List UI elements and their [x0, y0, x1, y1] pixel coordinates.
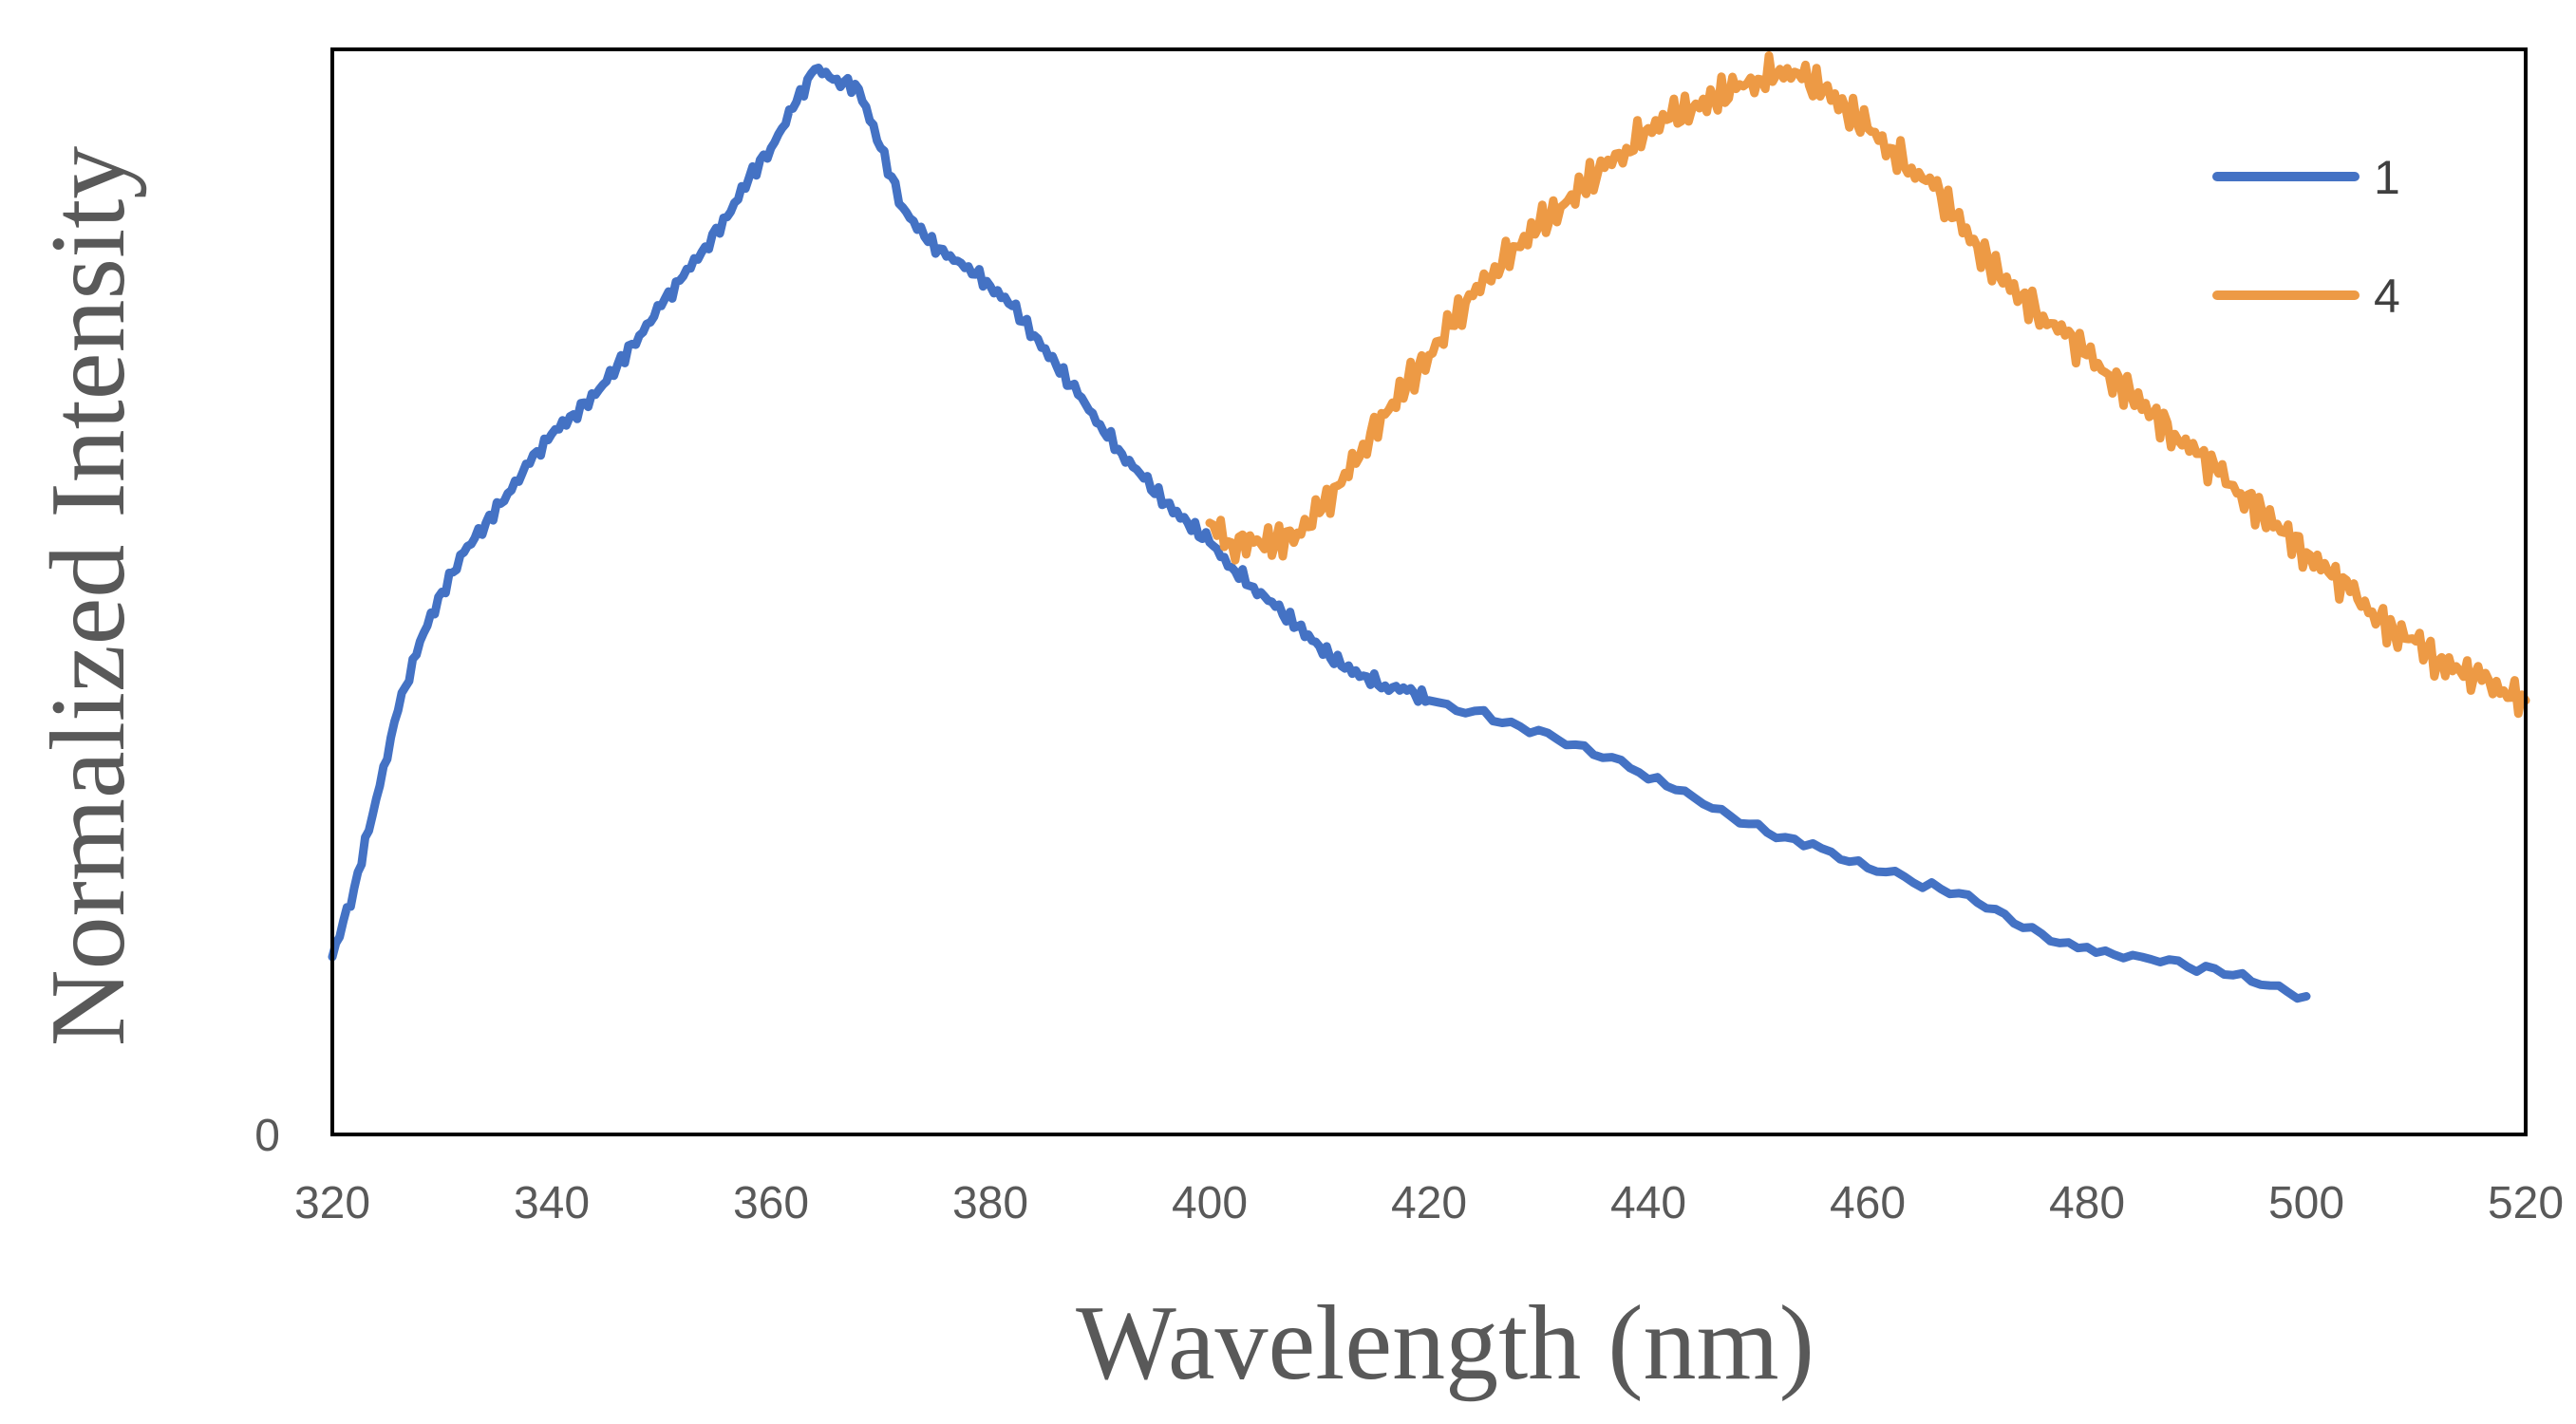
series-1: [328, 64, 2311, 1003]
x-tick-label: 320: [294, 1178, 370, 1228]
x-tick-label: 500: [2268, 1178, 2344, 1228]
x-tick-label: 460: [1830, 1178, 1906, 1228]
x-tick-label: 360: [733, 1178, 809, 1228]
x-tick-label: 420: [1391, 1178, 1467, 1228]
legend-label-4: 4: [2374, 270, 2400, 323]
x-tick-label: 400: [1172, 1178, 1248, 1228]
x-tick-label: 520: [2488, 1178, 2564, 1228]
y-tick-label: 0: [254, 1111, 280, 1161]
x-axis-title: Wavelength (nm): [1076, 1284, 1814, 1402]
legend: 1 4: [2212, 151, 2400, 323]
series-line-4: [1205, 51, 2530, 719]
series-line-1: [328, 64, 2311, 1003]
legend-label-1: 1: [2374, 151, 2400, 204]
x-tick-label: 480: [2049, 1178, 2125, 1228]
x-axis-ticks: 320 340 360 380 400 420 440 460 480 500 520: [294, 1178, 2564, 1228]
series-4: [1205, 51, 2530, 719]
x-tick-label: 340: [514, 1178, 590, 1228]
legend-item-4: 4: [2212, 270, 2400, 323]
legend-item-1: 1: [2212, 151, 2400, 204]
series-layer: [328, 51, 2530, 1003]
x-tick-label: 440: [1610, 1178, 1686, 1228]
y-axis-ticks: 0: [254, 1111, 280, 1161]
plot-area-frame: [330, 47, 2528, 1136]
x-tick-label: 380: [952, 1178, 1028, 1228]
y-axis-title: Normalized Intensity: [29, 146, 147, 1047]
